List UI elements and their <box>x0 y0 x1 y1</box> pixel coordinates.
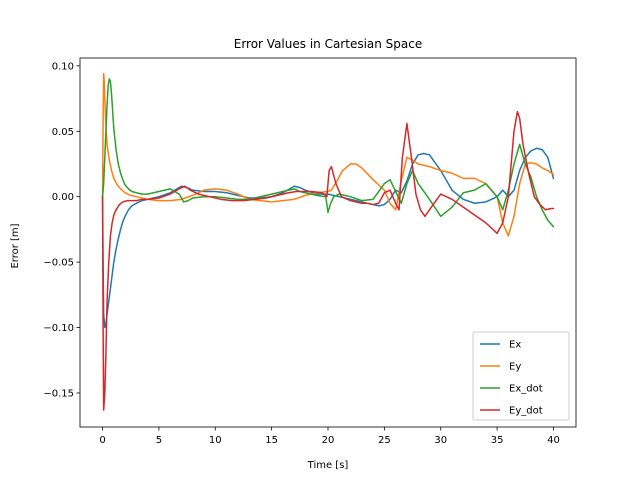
series-layer <box>101 72 555 411</box>
legend-label-ey-dot: Ey_dot <box>509 406 543 417</box>
legend-label-ex-dot: Ex_dot <box>509 384 543 395</box>
x-tick-label: 35 <box>491 435 504 446</box>
axes-layer: 0 5 10 15 20 25 30 35 40 0.10 0.05 0.00 −0.05 −0.10 −0… <box>43 57 577 446</box>
x-tick-label: 20 <box>322 435 335 446</box>
legend-label-ex: Ex <box>509 340 521 351</box>
x-tick-label: 30 <box>434 435 447 446</box>
y-axis-label: Error [m] <box>10 223 21 268</box>
series-line-ex-dot <box>101 78 555 228</box>
chart-title: Error Values in Cartesian Space <box>234 37 423 51</box>
series-line-ex <box>101 147 555 329</box>
legend-label-ey: Ey <box>509 362 521 373</box>
x-axis-label: Time [s] <box>307 460 349 471</box>
y-tick-label: 0.10 <box>52 61 74 72</box>
x-tick-label: 0 <box>99 435 105 446</box>
x-tick-label: 25 <box>378 435 391 446</box>
legend: Ex Ey Ex_dot Ey_dot <box>472 331 570 421</box>
y-tick-label: −0.15 <box>43 388 74 399</box>
series-line-ey-dot <box>101 110 555 411</box>
y-tick-label: −0.05 <box>43 258 74 269</box>
x-tick-label: 5 <box>156 435 162 446</box>
x-tick-label: 40 <box>547 435 560 446</box>
y-tick-label: 0.00 <box>52 192 74 203</box>
x-tick-label: 15 <box>265 435 278 446</box>
y-tick-label: 0.05 <box>52 127 74 138</box>
y-tick-label: −0.10 <box>43 323 74 334</box>
legend-box <box>472 331 570 421</box>
x-tick-label: 10 <box>209 435 222 446</box>
